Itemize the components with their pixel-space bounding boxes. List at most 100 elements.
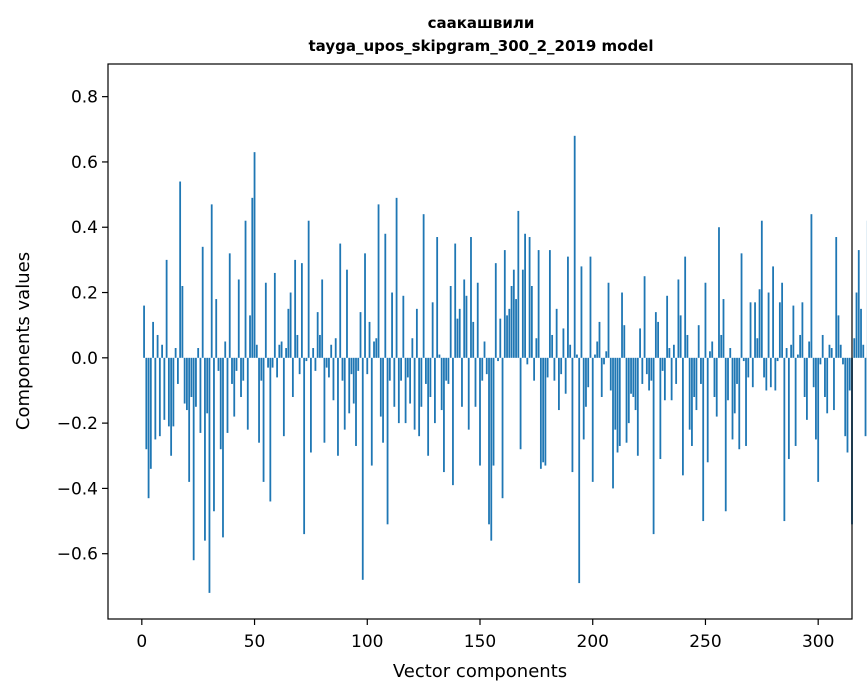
bar [650,357,653,381]
bar [337,357,339,456]
bar [418,357,421,437]
bar [454,243,457,358]
bar [530,286,533,358]
bar [186,357,188,411]
bar [165,259,168,358]
bar [806,357,808,420]
bar [476,282,479,358]
bar [377,204,380,358]
bar [158,357,161,437]
bar [490,357,493,541]
bar [817,357,820,482]
bar [819,357,822,365]
bar [801,302,804,358]
bar [213,357,215,512]
bar [648,357,650,391]
bar [440,357,443,411]
bar [488,357,490,525]
bar [348,357,351,414]
bar [679,315,682,358]
bar [413,357,416,430]
bar [510,286,513,358]
bar [253,152,256,358]
bar [217,357,220,371]
y-axis-ticks: −0.6 −0.4 −0.2 0.0 0.2 0.4 0.6 0.8 [57,88,108,565]
bar [591,357,594,482]
bar [506,315,508,358]
bar [427,357,430,456]
bar [772,266,774,358]
bar [485,357,488,375]
bar [228,253,231,358]
bar [294,259,297,358]
bar [149,357,152,469]
bar [711,341,714,358]
bar [339,243,342,358]
bar [848,357,851,391]
bar [542,357,545,463]
bar [271,357,274,368]
bar [312,348,315,358]
bar [152,321,154,358]
bar [614,357,617,430]
bar [359,312,362,358]
bar [461,357,463,407]
bar [508,308,511,358]
bar [438,354,441,358]
bar [375,338,378,358]
bar [192,357,195,561]
bar [341,357,344,381]
bar [346,269,348,358]
bar [521,269,524,358]
bar [479,357,481,466]
bar [443,357,445,473]
bar [237,279,240,358]
bar [844,357,847,437]
bar [576,354,578,358]
bar [742,357,745,362]
bar [598,321,601,358]
bar [307,220,310,358]
bar [645,357,648,375]
y-tick-label: −0.6 [57,545,98,565]
bar [580,266,583,358]
bar [537,250,540,358]
bar [199,357,202,433]
bar [503,250,506,358]
bar [222,357,224,538]
bar [328,357,330,378]
bar [666,295,669,358]
bar [609,357,612,391]
bar [659,357,662,460]
bar [204,357,206,541]
bar [267,357,269,368]
bar [366,357,369,375]
bar [713,357,716,397]
plot-frame [107,63,853,620]
x-tick-label: 250 [689,632,721,652]
bar [799,334,802,358]
bar [262,357,265,482]
bar [467,357,470,430]
bar [585,357,587,407]
bar [763,357,765,378]
bar [794,357,797,446]
bar [627,357,630,424]
bar [472,321,475,358]
bar [206,357,209,414]
bar [657,321,660,358]
bar [594,354,596,358]
bar [224,341,227,358]
bar [553,357,556,381]
bar [796,354,799,358]
bar [754,302,756,358]
bar [589,256,592,358]
bar [501,357,504,499]
bar [499,318,502,358]
bar [558,357,560,411]
bar [350,357,353,375]
bar [783,357,786,522]
bar [386,357,389,525]
bar [643,276,646,358]
